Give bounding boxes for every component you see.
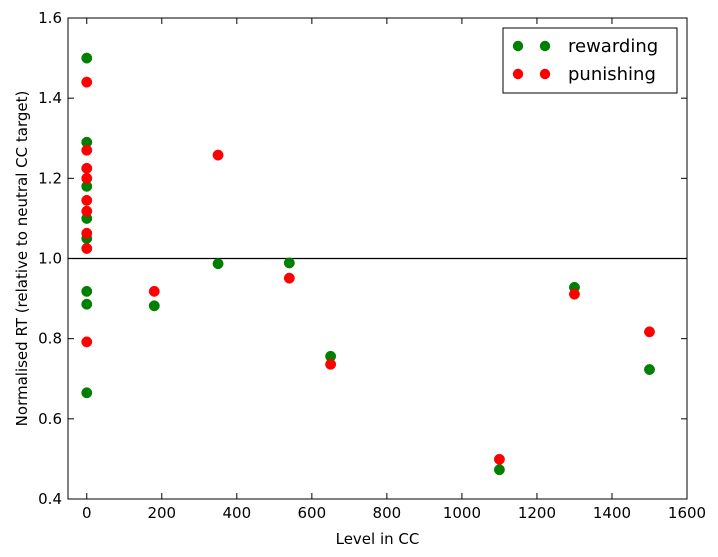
x-axis-title: Level in CC (336, 530, 420, 548)
data-point-rewarding (81, 387, 93, 399)
x-tick-label: 1200 (518, 504, 556, 522)
data-point-rewarding (644, 364, 655, 375)
data-point-punishing (283, 272, 295, 284)
data-point-punishing (81, 227, 93, 239)
data-point-punishing (212, 149, 224, 161)
data-point-punishing (493, 453, 505, 465)
legend-box (502, 27, 678, 94)
data-point-punishing (325, 358, 337, 370)
data-point-punishing (81, 172, 93, 184)
legend-marker-punishing (512, 68, 524, 80)
y-axis-title: Normalised RT (relative to neutral CC ta… (13, 91, 31, 427)
legend: rewarding punishing (502, 27, 678, 94)
data-point-rewarding (212, 258, 224, 270)
data-point-punishing (81, 243, 93, 254)
x-tick-label: 1600 (668, 504, 706, 522)
legend-marker-rewarding (512, 40, 524, 52)
y-tick-label: 0.6 (38, 410, 62, 428)
legend-marker-punishing (539, 68, 551, 80)
data-point-rewarding (81, 52, 93, 64)
data-point-punishing (81, 144, 93, 156)
data-point-rewarding (81, 285, 93, 297)
y-tick-label: 1.2 (38, 169, 62, 187)
legend-label-rewarding: rewarding (568, 36, 658, 57)
data-point-rewarding (283, 257, 295, 269)
data-point-punishing (81, 76, 93, 88)
y-tick-label: 0.8 (38, 330, 62, 348)
data-point-punishing (644, 326, 655, 338)
data-point-punishing (81, 194, 93, 206)
x-tick-label: 0 (82, 504, 92, 522)
axis-ticks-layer: 0 200 400 600 800 1000 1200 1400 1600 0.4 0.6 0.8 1.… (38, 9, 706, 522)
y-tick-label: 1.4 (38, 89, 62, 107)
data-points-layer (81, 52, 655, 476)
data-point-rewarding (493, 464, 505, 476)
y-tick-label: 1.0 (38, 250, 62, 268)
x-tick-label: 1000 (443, 504, 481, 522)
x-tick-label: 200 (147, 504, 176, 522)
x-tick-label: 1400 (593, 504, 631, 522)
y-tick-label: 0.4 (38, 490, 62, 508)
data-point-punishing (569, 288, 580, 300)
data-point-punishing (81, 162, 93, 174)
data-point-punishing (148, 285, 160, 297)
y-tick-label: 1.6 (38, 9, 62, 27)
x-tick-label: 600 (298, 504, 327, 522)
data-point-punishing (81, 205, 93, 217)
data-point-rewarding (81, 298, 93, 310)
x-tick-label: 400 (222, 504, 251, 522)
data-point-punishing (81, 336, 93, 348)
data-point-rewarding (148, 300, 160, 312)
legend-label-punishing: punishing (568, 64, 656, 85)
legend-marker-rewarding (539, 40, 551, 52)
x-tick-label: 800 (373, 504, 402, 522)
